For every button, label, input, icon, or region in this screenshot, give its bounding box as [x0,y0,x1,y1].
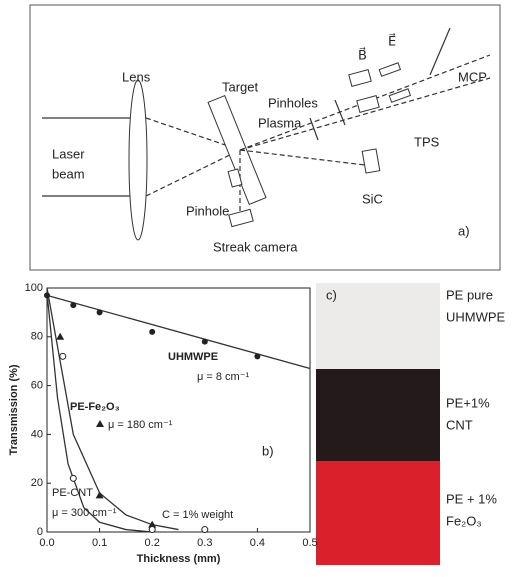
y-tick-label: 0 [37,526,43,538]
diagram-label: E⃗ [388,33,396,48]
sample-label: CNT [446,417,473,432]
sample-fe2o3 [316,461,440,565]
x-tick-label: 0.2 [145,537,160,549]
panel-label: b) [262,443,274,458]
data-point [44,292,50,298]
y-tick-label: 40 [31,428,43,440]
data-point [149,527,155,533]
annotation: μ = 300 cm⁻¹ [52,507,117,519]
panel-label: c) [326,287,337,302]
annotation: μ = 8 cm⁻¹ [197,371,250,383]
diagram-label: Laser [52,146,85,161]
annotation: PE-Fe₂O₃ [70,401,120,413]
data-point [70,475,76,481]
diagram-label: Target [222,79,259,94]
sample-label: PE pure [446,287,493,302]
y-tick-label: 80 [31,331,43,343]
diagram-label: MCP [458,69,487,84]
sample-label: Fe₂O₃ [446,513,482,528]
mcp [430,28,450,75]
x-tick-label: 0.0 [39,537,54,549]
data-point [70,302,76,308]
magnet [349,70,371,87]
data-point [254,353,260,359]
page: {"diagram":{"labels":["Lens","Laser","be… [0,0,515,577]
magnet [357,96,379,113]
annotation: PE-CNT [52,487,93,499]
x-tick-label: 0.4 [250,537,265,549]
y-axis-label: Transmission (%) [8,364,20,455]
beam-ray [146,150,240,196]
data-point [202,339,208,345]
data-point [60,353,66,359]
lens [129,80,147,240]
sample-label: PE+1% [446,395,490,410]
diagram-label: Plasma [258,115,302,130]
legend-marker [96,420,104,427]
electrode [389,89,410,102]
annotation: C = 1% weight [162,509,233,521]
data-point [56,333,64,340]
diagram-label: Streak camera [213,239,298,254]
x-axis-label: Thickness (mm) [137,553,221,565]
sample-label: UHMWPE [446,309,506,324]
annotation: μ = 180 cm⁻¹ [108,419,173,431]
data-point [202,527,208,533]
sample-label: PE + 1% [446,491,497,506]
y-tick-label: 20 [31,477,43,489]
diagram-label: Pinholes [268,95,318,110]
target [208,96,266,205]
sic-path [240,150,365,165]
diagram-label: B⃗ [358,47,367,62]
sample-cnt [316,369,440,461]
diagram-label: Pinhole [186,203,229,218]
y-tick-label: 60 [31,380,43,392]
ion-path [240,78,490,150]
figure: Lens Laser beam Target Pinholes Plasma B⃗ E⃗ MCP… [0,0,515,577]
y-tick-label: 100 [25,282,43,294]
diagram-label: a) [458,223,470,238]
diagram-label: beam [52,166,85,181]
annotation: UHMWPE [168,351,218,363]
data-point [97,309,103,315]
x-tick-label: 0.3 [197,537,212,549]
streak-camera [229,209,253,226]
x-tick-label: 0.1 [92,537,107,549]
electrode [379,63,400,76]
diagram-label: SiC [362,191,383,206]
x-tick-label: 0.5 [302,537,317,549]
diagram-label: Lens [122,69,151,84]
diagram-label: TPS [414,134,440,149]
data-point [149,329,155,335]
sic-detector [362,149,380,173]
